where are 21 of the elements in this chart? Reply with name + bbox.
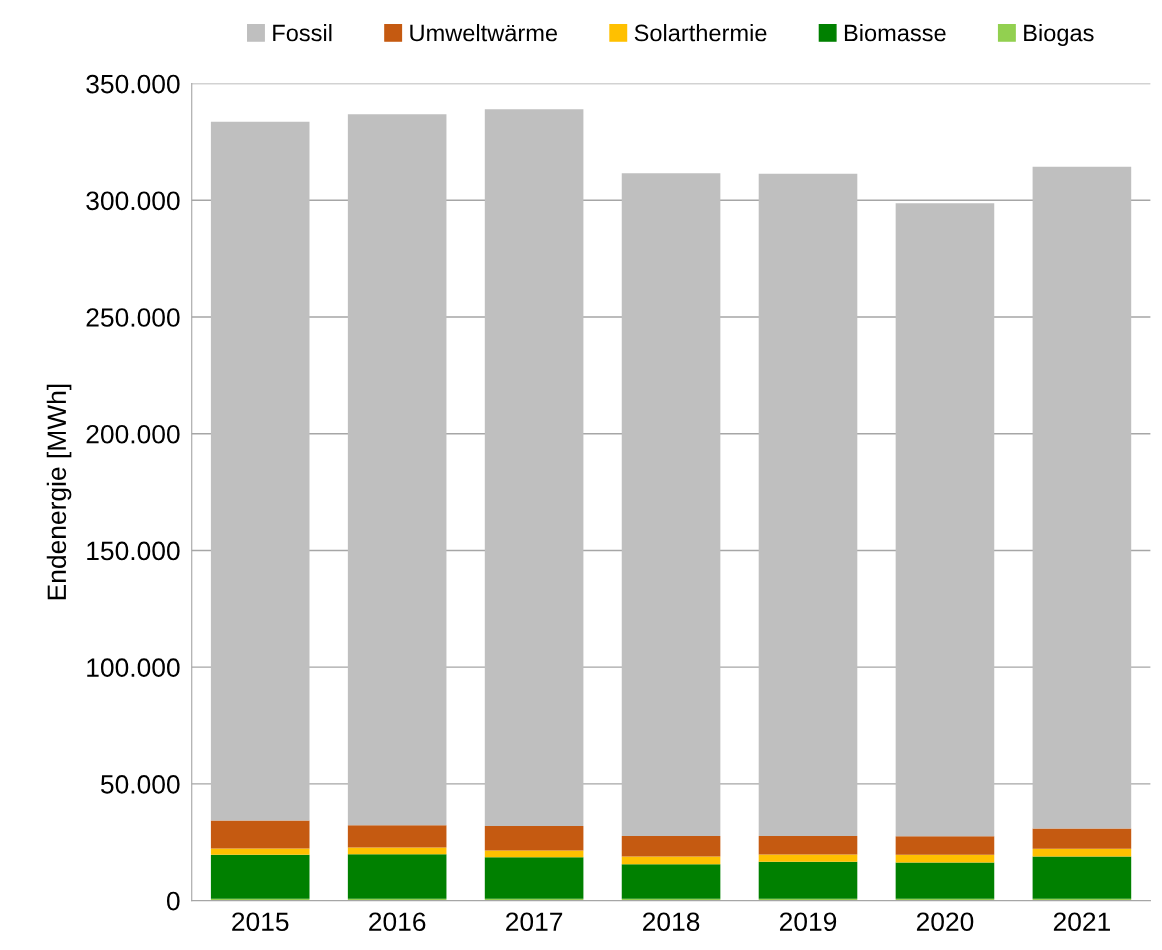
legend-label: Fossil xyxy=(273,24,332,42)
x-tick-label: 2020 xyxy=(916,912,974,932)
x-tick-label: 2021 xyxy=(1053,912,1110,932)
legend-label: Solarthermie xyxy=(634,24,767,42)
x-tick-label: 2018 xyxy=(643,912,700,932)
y-tick-label: 0 xyxy=(166,891,180,911)
legend-label: Umweltwärme xyxy=(410,24,558,42)
x-tick-label: 2017 xyxy=(506,912,563,932)
y-tick-label: 200.000 xyxy=(86,424,180,444)
y-tick-label: 350.000 xyxy=(86,74,180,94)
y-tick-label: 150.000 xyxy=(87,541,180,561)
y-tick-label: 100.000 xyxy=(87,658,180,677)
y-axis-title: Endenergie [MWh] xyxy=(46,384,72,600)
legend-label: Biogas xyxy=(1024,24,1094,47)
legend-label: Biomasse xyxy=(844,24,946,42)
y-tick-label: 250.000 xyxy=(86,308,180,327)
x-tick-label: 2015 xyxy=(232,912,289,932)
y-tick-label: 300.000 xyxy=(86,191,180,211)
y-tick-label: 50.000 xyxy=(100,775,180,794)
x-tick-label: 2016 xyxy=(369,912,426,932)
x-tick-label: 2019 xyxy=(779,912,837,932)
